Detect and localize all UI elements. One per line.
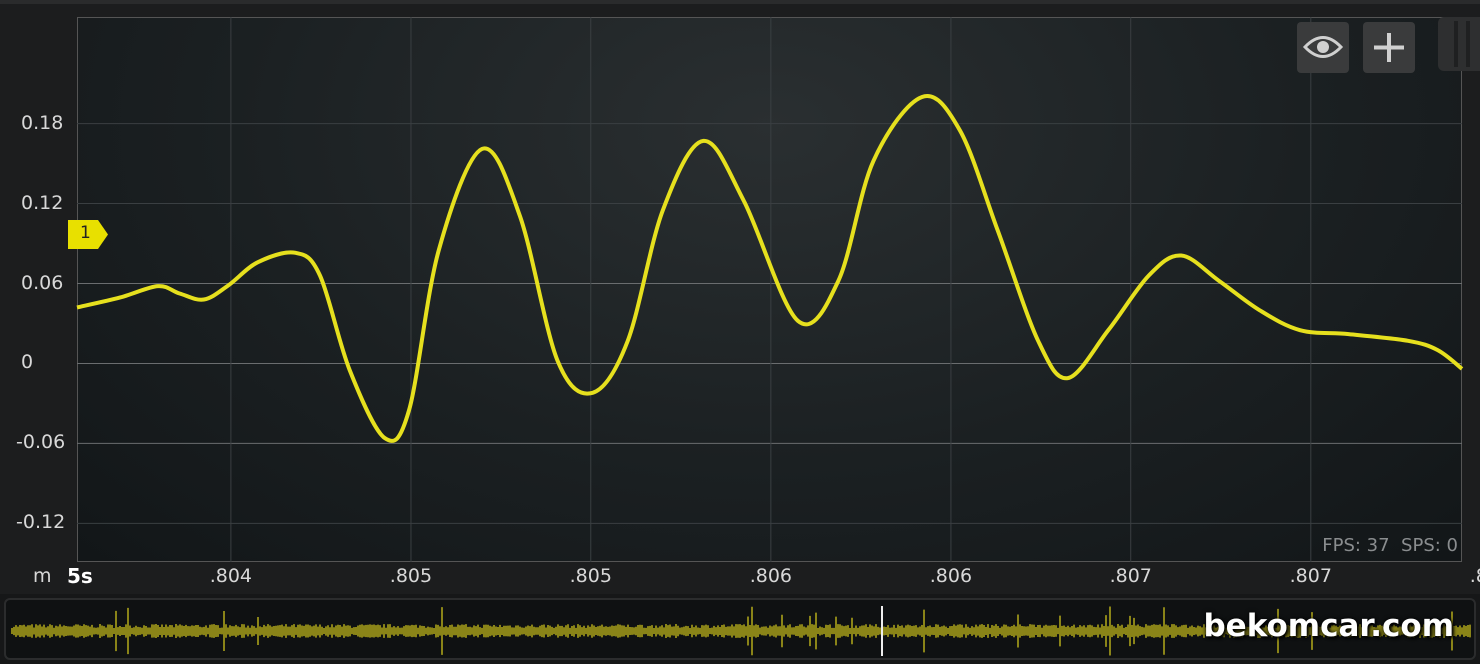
overview-waveform <box>11 606 1471 656</box>
fps-sps-readout: FPS: 37 SPS: 0 <box>1322 535 1458 556</box>
y-tick-label: 0 <box>21 351 34 374</box>
channel-1-marker[interactable]: 1 <box>68 220 108 250</box>
y-tick-label: 0.12 <box>21 191 64 214</box>
visibility-button[interactable] <box>1297 22 1349 73</box>
y-tick-label: -0.12 <box>16 511 66 534</box>
overview-signal <box>11 606 1471 656</box>
y-tick-label: -0.06 <box>16 431 66 454</box>
eye-icon <box>1302 36 1344 58</box>
x-tick-label: .807 <box>1109 565 1152 587</box>
sps-value: SPS: 0 <box>1401 535 1458 556</box>
side-panel-handle[interactable] <box>1438 17 1480 71</box>
y-tick-label: 0.06 <box>21 271 64 294</box>
add-button[interactable] <box>1363 22 1415 73</box>
x-tick-label: .807 <box>1289 565 1332 587</box>
overview-strip[interactable] <box>4 598 1476 660</box>
x-tick-label: .804 <box>209 565 253 587</box>
x-tick-label: .808 <box>1469 565 1480 587</box>
plus-icon <box>1374 33 1404 62</box>
waveform-chart <box>76 17 1464 562</box>
watermark: bekomcar.com <box>1203 608 1454 644</box>
time-span-button[interactable]: 5s <box>67 564 93 588</box>
x-tick-label: .806 <box>749 565 792 587</box>
x-tick-label: .805 <box>389 565 433 587</box>
x-tick-label: .805 <box>569 565 612 587</box>
x-unit-label: m <box>33 565 52 587</box>
x-tick-label: .806 <box>929 565 973 587</box>
y-tick-label: 0.18 <box>21 111 64 134</box>
fps-value: FPS: 37 <box>1322 535 1390 556</box>
waveform-trace <box>76 94 1464 443</box>
